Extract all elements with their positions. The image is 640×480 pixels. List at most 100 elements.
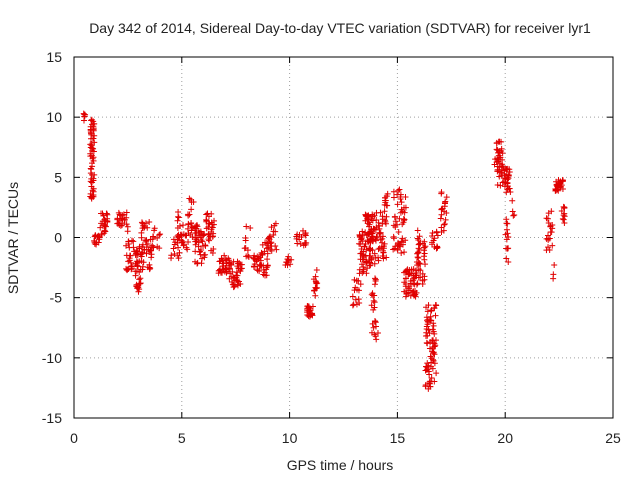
data-point — [143, 238, 150, 245]
data-point — [150, 244, 157, 251]
data-point — [102, 228, 109, 235]
data-point — [251, 263, 258, 270]
data-point — [431, 340, 438, 347]
data-point — [417, 260, 424, 267]
data-point — [405, 271, 412, 278]
data-point — [247, 225, 254, 232]
data-point — [376, 223, 383, 230]
data-point — [498, 163, 505, 170]
data-point — [548, 229, 555, 236]
data-point — [223, 269, 230, 276]
data-point — [366, 219, 373, 226]
data-point — [242, 235, 249, 242]
data-point — [300, 242, 307, 249]
data-point — [371, 304, 378, 311]
data-point — [371, 317, 378, 324]
data-point — [253, 257, 260, 263]
data-point — [382, 197, 389, 204]
data-point — [421, 273, 428, 280]
data-point — [176, 222, 183, 229]
data-point — [443, 194, 450, 201]
data-point — [402, 283, 409, 290]
data-point — [356, 240, 363, 247]
x-tick-label: 10 — [282, 430, 298, 446]
data-point — [310, 276, 317, 283]
data-point — [132, 272, 139, 279]
data-point — [175, 213, 182, 220]
data-point — [406, 271, 413, 278]
data-point — [424, 360, 431, 367]
data-point — [504, 180, 511, 187]
data-point — [437, 215, 444, 222]
data-point — [178, 239, 185, 246]
data-point — [270, 228, 277, 235]
data-point — [426, 371, 433, 378]
data-point — [192, 223, 199, 230]
data-point — [397, 196, 404, 203]
data-point — [392, 218, 399, 225]
data-point — [390, 194, 397, 201]
data-point — [134, 262, 141, 269]
data-point — [423, 304, 430, 311]
data-point — [372, 319, 379, 326]
data-point — [180, 242, 187, 249]
data-point — [188, 227, 195, 234]
data-point — [358, 261, 365, 268]
data-point — [431, 330, 438, 337]
data-point — [401, 249, 408, 256]
data-point — [263, 245, 270, 252]
data-point — [187, 231, 194, 238]
data-point — [121, 216, 128, 223]
data-point — [503, 166, 510, 173]
data-point — [494, 168, 501, 175]
data-point — [379, 253, 386, 260]
data-point — [146, 219, 153, 226]
data-point — [379, 235, 386, 242]
data-point — [221, 252, 228, 259]
data-point — [230, 284, 237, 291]
data-point — [141, 246, 148, 253]
data-point — [302, 231, 309, 238]
data-point — [203, 216, 210, 223]
data-point — [421, 244, 428, 251]
data-point — [362, 240, 369, 247]
data-point — [510, 212, 517, 219]
data-point — [263, 266, 270, 273]
data-point — [125, 258, 132, 265]
data-point — [235, 265, 242, 272]
data-point — [151, 227, 158, 234]
data-point — [260, 271, 267, 278]
data-point — [304, 305, 311, 312]
data-point — [395, 187, 402, 194]
data-point — [208, 247, 215, 254]
data-point — [434, 244, 441, 251]
data-point — [132, 251, 139, 258]
chart-title: Day 342 of 2014, Sidereal Day-to-day VTE… — [89, 20, 591, 36]
data-point — [141, 223, 148, 230]
data-point — [203, 225, 210, 232]
data-point — [237, 261, 244, 268]
data-point — [171, 250, 178, 257]
data-point — [398, 199, 405, 206]
data-point — [419, 277, 426, 284]
y-tick-label: 15 — [46, 49, 62, 65]
data-point — [424, 340, 431, 347]
data-point — [401, 269, 408, 276]
data-point — [186, 211, 193, 218]
data-point — [430, 237, 437, 244]
data-point — [442, 216, 449, 223]
data-point — [219, 257, 226, 264]
data-point — [157, 231, 164, 238]
data-point — [225, 266, 232, 273]
data-point — [509, 197, 516, 204]
data-point — [549, 242, 556, 249]
data-point — [243, 223, 250, 230]
data-point — [230, 258, 237, 265]
data-point — [402, 275, 409, 282]
data-point — [266, 234, 273, 241]
data-point — [367, 259, 374, 266]
data-point — [87, 190, 94, 197]
data-point — [404, 266, 411, 273]
data-point — [505, 234, 512, 241]
data-point — [396, 186, 403, 193]
